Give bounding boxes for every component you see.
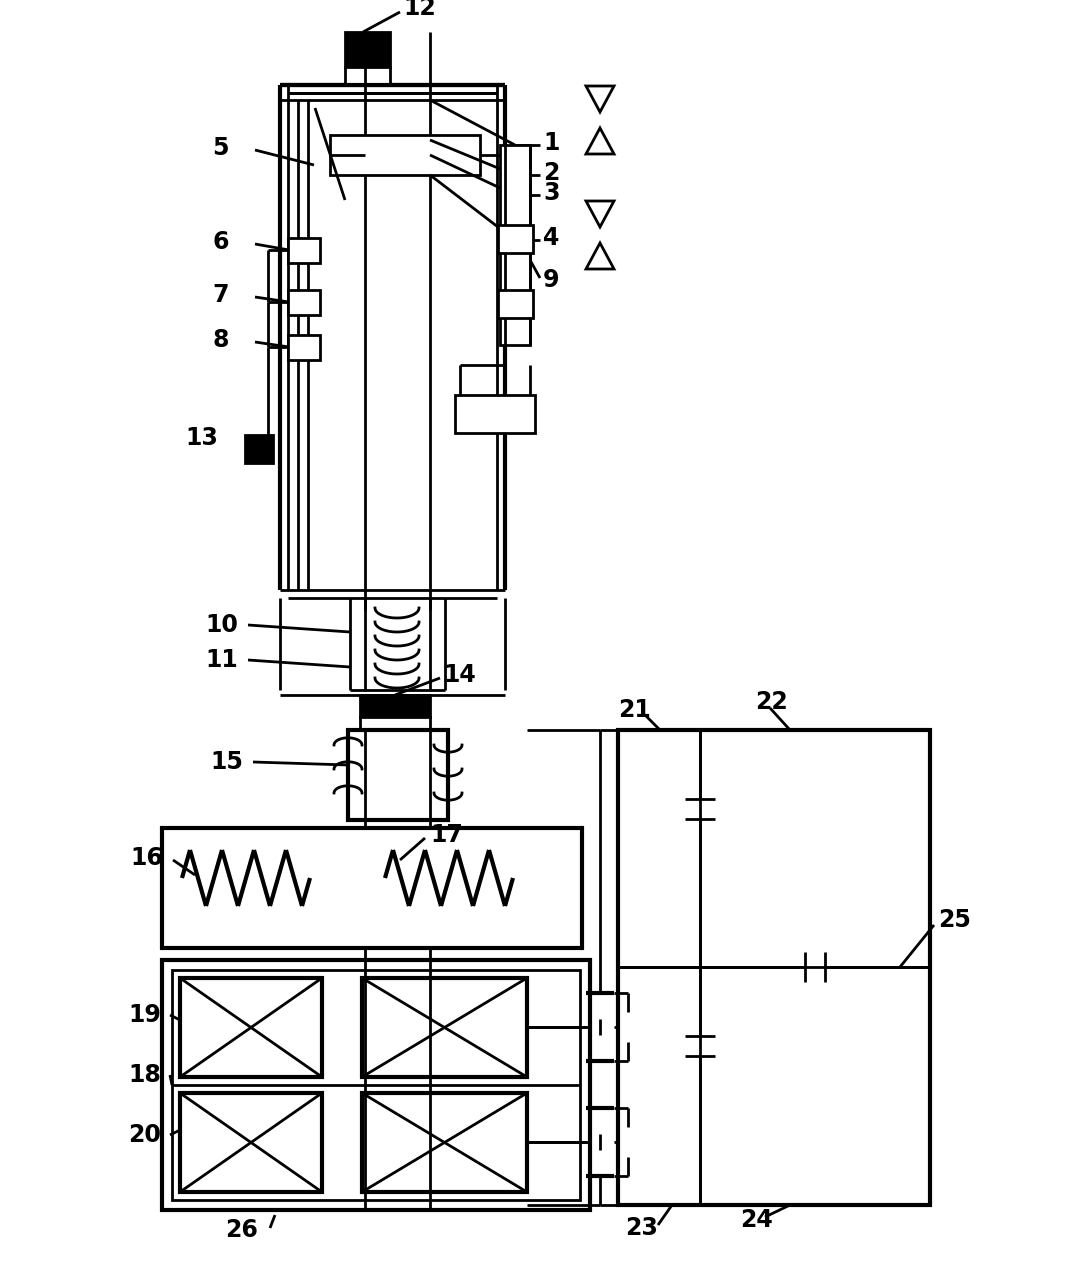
Text: 25: 25 [938, 907, 971, 933]
Text: 7: 7 [212, 283, 228, 307]
Polygon shape [586, 127, 614, 154]
Text: 1: 1 [543, 131, 559, 155]
Bar [330, 135, 480, 175]
Text: 26: 26 [225, 1218, 257, 1242]
Text: 24: 24 [740, 1208, 773, 1232]
Text: 23: 23 [626, 1217, 658, 1241]
Polygon shape [586, 244, 614, 269]
Bar [180, 978, 323, 1076]
Bar [180, 1093, 323, 1193]
Text: 4: 4 [543, 226, 559, 250]
Bar [172, 970, 580, 1200]
Bar [162, 828, 582, 948]
Bar [498, 225, 533, 252]
Text: 19: 19 [128, 1003, 161, 1027]
Text: 22: 22 [755, 690, 787, 714]
Bar [288, 290, 320, 316]
Text: 15: 15 [210, 750, 243, 774]
Text: 13: 13 [185, 427, 218, 451]
Polygon shape [586, 201, 614, 227]
Bar [345, 67, 390, 85]
Text: 2: 2 [543, 162, 559, 186]
Text: 3: 3 [543, 180, 559, 204]
Text: 12: 12 [403, 0, 435, 20]
Bar [455, 395, 535, 433]
Polygon shape [586, 86, 614, 112]
Bar [618, 729, 930, 1205]
Bar [359, 717, 430, 731]
Text: 21: 21 [618, 698, 651, 722]
Text: 8: 8 [212, 328, 228, 352]
Bar [498, 290, 533, 318]
Text: 10: 10 [205, 613, 238, 637]
Text: 5: 5 [212, 136, 228, 160]
Bar [500, 145, 530, 345]
Bar [348, 729, 449, 820]
Bar [162, 960, 590, 1210]
Bar [345, 32, 390, 67]
Text: 6: 6 [212, 230, 228, 254]
Text: 16: 16 [130, 846, 163, 870]
Text: 18: 18 [128, 1063, 161, 1087]
Bar [362, 1093, 527, 1193]
Text: 11: 11 [205, 647, 238, 671]
Text: 20: 20 [128, 1123, 161, 1147]
Bar [288, 239, 320, 262]
Bar [288, 334, 320, 360]
Bar [359, 695, 430, 717]
Bar [362, 978, 527, 1076]
Text: 14: 14 [443, 663, 476, 687]
Bar [245, 435, 273, 463]
Text: 9: 9 [543, 268, 559, 292]
Text: 17: 17 [430, 823, 463, 847]
